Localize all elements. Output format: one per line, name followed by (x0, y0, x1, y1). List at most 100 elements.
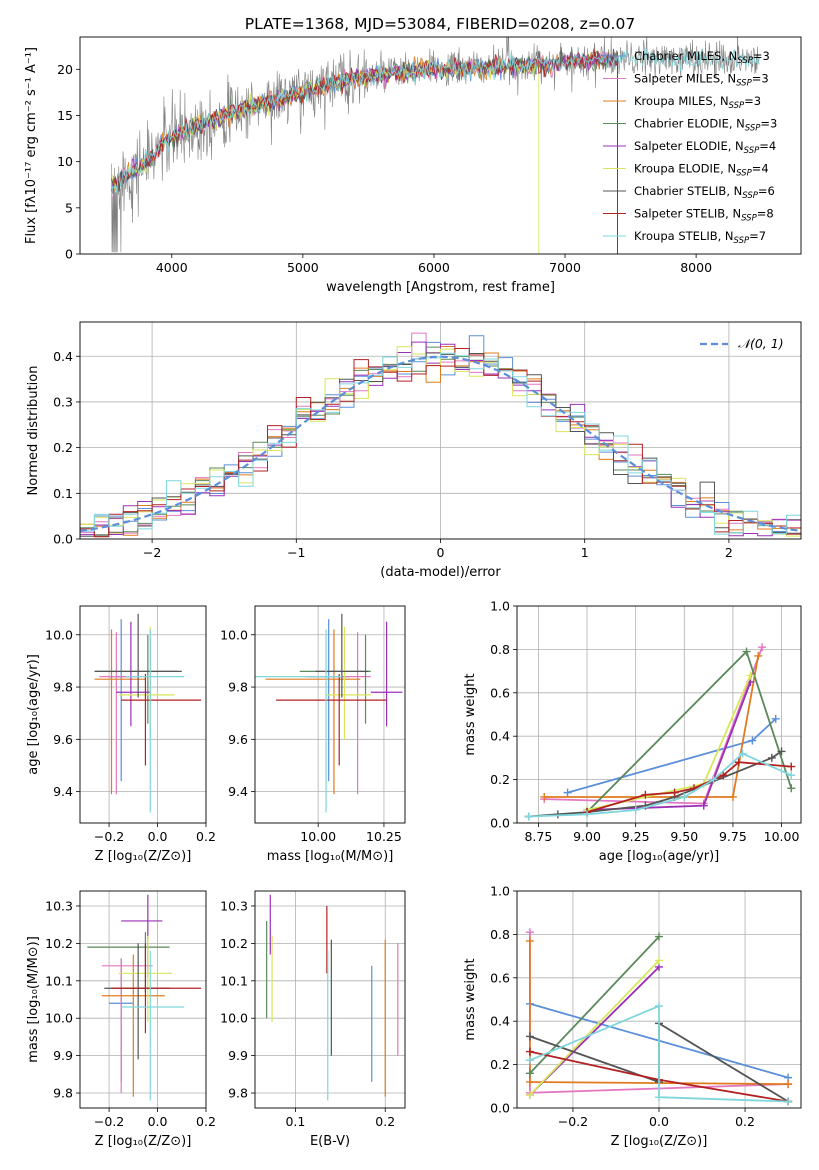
chart-weight_vs_age: 8.75 9.00 9.25 9.50 9.75 10.00 0.0 0.2 0.4 0.6 0.8… (463, 599, 802, 864)
weight-marker-chabrier-elodie (787, 784, 796, 793)
errorbar-chabrier-stelib (104, 943, 170, 1060)
y-tick-label: 15 (57, 108, 73, 123)
y-tick-label: 10.0 (220, 627, 248, 642)
chart-age_vs_Z: −0.2 0.0 0.2 9.4 9.6 9.8 10.0 Z [log₁₀(Z/Z⊙)] ag… (26, 605, 216, 864)
x-axis-label: Z [log₁₀(Z/Z⊙)] (611, 1134, 708, 1149)
x-tick-label: 10.00 (764, 829, 800, 844)
y-tick-label: 9.8 (53, 680, 73, 695)
errorbar-salpeter-miles (305, 632, 371, 795)
y-tick-label: 5 (65, 200, 73, 215)
x-tick-label: 0.2 (375, 1114, 395, 1129)
y-tick-label: 10.0 (45, 1011, 73, 1026)
legend-entry-gaussian: 𝒩(0, 1) (738, 336, 784, 351)
legend-entry-kroupa-miles: Kroupa MILES, NSSP=3 (634, 94, 761, 111)
weight-marker-salpeter-stelib (734, 758, 743, 767)
y-tick-label: 10 (57, 154, 73, 169)
legend-entry-chabrier-stelib: Chabrier STELIB, NSSP=6 (634, 184, 775, 201)
residuals-plot-area (80, 322, 801, 539)
axes-frame (79, 605, 207, 824)
weight-marker-salpeter-stelib (719, 771, 728, 780)
x-tick-label: 1 (581, 545, 589, 560)
weight-marker-kroupa-elodie (746, 671, 755, 680)
weight-marker-chabrier-stelib (553, 810, 562, 819)
errorbar-salpeter-elodie (370, 621, 403, 727)
mass_vs_ebv-plot-area (255, 891, 405, 1108)
y-tick-label: 10.1 (220, 973, 248, 988)
legend-entry-kroupa-elodie: Kroupa ELODIE, NSSP=4 (634, 162, 769, 179)
weight-marker-salpeter-elodie (699, 801, 708, 810)
errorbar-salpeter-miles (99, 632, 141, 795)
y-tick-label: 0.2 (53, 440, 73, 455)
weight-marker-chabrier-elodie (742, 647, 751, 656)
chart-age_vs_mass: 10.00 10.25 9.4 9.6 9.8 10.0 mass [log₁₀(M/M⊙)… (220, 605, 406, 864)
y-tick-label: 10.0 (220, 1011, 248, 1026)
x-tick-label: −1 (287, 545, 305, 560)
weight-line-kroupa-stelib (529, 1004, 789, 1103)
y-axis-label: mass [log₁₀(M/M⊙)] (26, 936, 41, 1063)
y-tick-label: 0.4 (53, 349, 73, 364)
weight-marker-kroupa-elodie (525, 1090, 534, 1099)
y-tick-label: 9.6 (53, 732, 73, 747)
y-tick-label: 9.8 (228, 680, 248, 695)
errorbar-salpeter-elodie (116, 621, 151, 727)
weight-marker-chabrier-stelib (525, 1032, 534, 1041)
y-tick-label: 1.0 (490, 599, 510, 614)
y-tick-label: 0.2 (490, 1057, 510, 1072)
weight-marker-salpeter-stelib (641, 790, 650, 799)
x-axis-label: age [log₁₀(age/yr)] (599, 849, 720, 864)
chart-residuals: −2 −1 0 1 2 0.0 0.1 0.2 0.3 0.4 (data-model)/error… (26, 321, 802, 580)
y-axis-label: age [log₁₀(age/yr)] (26, 654, 41, 775)
y-tick-label: 9.9 (53, 1048, 73, 1063)
y-tick-label: 0.4 (490, 729, 510, 744)
weight-marker-chabrier-stelib (777, 747, 786, 756)
y-tick-label: 20 (57, 62, 73, 77)
weight-line-salpeter-stelib (586, 761, 792, 813)
x-tick-label: −0.2 (558, 1114, 588, 1129)
y-tick-label: 9.8 (228, 1086, 248, 1101)
weight-marker-salpeter-stelib (787, 762, 796, 771)
x-tick-label: −2 (143, 545, 161, 560)
weight-marker-kroupa-stelib (709, 775, 718, 784)
weight-marker-kroupa-stelib (583, 810, 592, 819)
x-tick-label: 9.75 (719, 829, 747, 844)
x-tick-label: 8.75 (524, 829, 552, 844)
errorbar-kroupa-stelib (126, 629, 185, 813)
spectrum-legend: Chabrier MILES, NSSP=3 Salpeter MILES, NS… (603, 49, 777, 246)
errorbar-salpeter-stelib (121, 673, 202, 766)
weight-marker-kroupa-miles (728, 792, 737, 801)
errorbar-chabrier-stelib (94, 613, 182, 698)
x-tick-label: 2 (725, 545, 733, 560)
y-tick-label: 0.1 (53, 486, 73, 501)
y-tick-label: 0.4 (490, 1014, 510, 1029)
errorbar-salpeter-elodie (121, 894, 163, 978)
weight-marker-kroupa-stelib (655, 1093, 663, 1102)
errorbar-salpeter-stelib (276, 673, 387, 766)
legend-entry-salpeter-stelib: Salpeter STELIB, NSSP=8 (634, 207, 774, 224)
x-axis-label: E(B-V) (310, 1134, 350, 1149)
weight-marker-kroupa-miles (754, 651, 763, 660)
x-tick-label: 8000 (680, 260, 712, 275)
x-axis-label: mass [log₁₀(M/M⊙)] (267, 849, 394, 864)
x-tick-label: 0.2 (196, 829, 216, 844)
x-tick-label: 0.0 (148, 1114, 168, 1129)
weight-line-salpeter-elodie (586, 681, 752, 811)
x-tick-label: 0 (437, 545, 445, 560)
axes-frame (516, 890, 802, 1109)
y-tick-label: 0.2 (490, 772, 510, 787)
weight-marker-kroupa-miles (525, 936, 534, 945)
residual-histogram-chabrier-miles (80, 335, 801, 532)
y-tick-label: 0 (65, 247, 73, 262)
figure-title: PLATE=1368, MJD=53084, FIBERID=0208, z=0… (245, 15, 635, 33)
x-axis-label: Z [log₁₀(Z/Z⊙)] (95, 849, 192, 864)
y-tick-label: 10.3 (45, 898, 73, 913)
weight-marker-chabrier-miles (563, 788, 572, 797)
errorbar-kroupa-miles (265, 629, 361, 795)
weight-marker-salpeter-miles (758, 643, 767, 652)
axes-frame (254, 605, 406, 824)
chart-mass_vs_Z: −0.2 0.0 0.2 9.8 9.9 10.0 10.1 10.2 10.3 Z [log₁₀… (26, 890, 216, 1149)
residual-histogram-kroupa-miles (80, 346, 801, 536)
errorbar-chabrier-stelib (315, 613, 369, 698)
y-axis-label: mass weight (463, 673, 478, 755)
x-tick-label: 6000 (418, 260, 450, 275)
